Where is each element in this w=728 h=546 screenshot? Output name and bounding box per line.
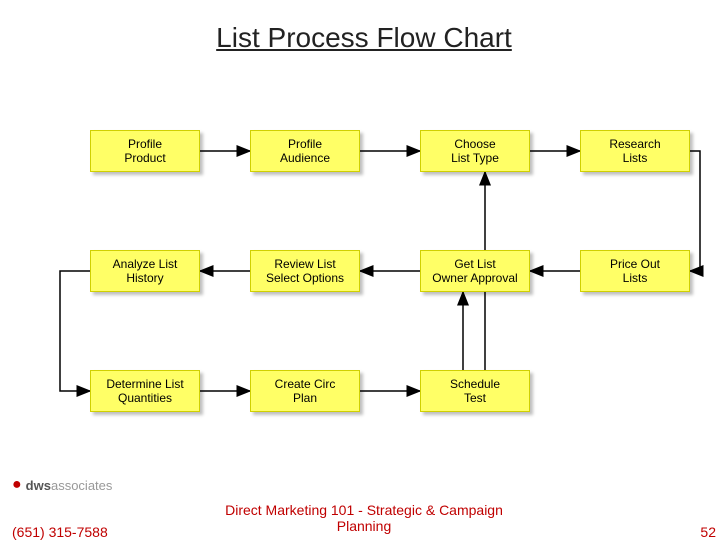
- footer-title: Direct Marketing 101 - Strategic & Campa…: [0, 502, 728, 534]
- flowchart-node-n10: Create CircPlan: [250, 370, 360, 412]
- flowchart-node-n3: ChooseList Type: [420, 130, 530, 172]
- flowchart-node-n11: ScheduleTest: [420, 370, 530, 412]
- flowchart-node-n7: Get ListOwner Approval: [420, 250, 530, 292]
- logo: ● dwsassociates: [12, 476, 112, 494]
- footer: Direct Marketing 101 - Strategic & Campa…: [0, 496, 728, 546]
- flowchart-node-n5: Analyze ListHistory: [90, 250, 200, 292]
- footer-phone: (651) 315-7588: [12, 524, 108, 540]
- flowchart-node-n8: Price OutLists: [580, 250, 690, 292]
- logo-bold: dws: [26, 478, 51, 493]
- logo-bullet-icon: ●: [12, 476, 22, 494]
- flowchart-node-n9: Determine ListQuantities: [90, 370, 200, 412]
- logo-light: associates: [51, 478, 112, 493]
- page-title: List Process Flow Chart: [0, 0, 728, 54]
- flowchart-node-n4: ResearchLists: [580, 130, 690, 172]
- footer-page-number: 52: [700, 524, 716, 540]
- flowchart: ProfileProduct ProfileAudience ChooseList …: [0, 100, 728, 450]
- flowchart-node-n1: ProfileProduct: [90, 130, 200, 172]
- flowchart-node-n2: ProfileAudience: [250, 130, 360, 172]
- flowchart-node-n6: Review ListSelect Options: [250, 250, 360, 292]
